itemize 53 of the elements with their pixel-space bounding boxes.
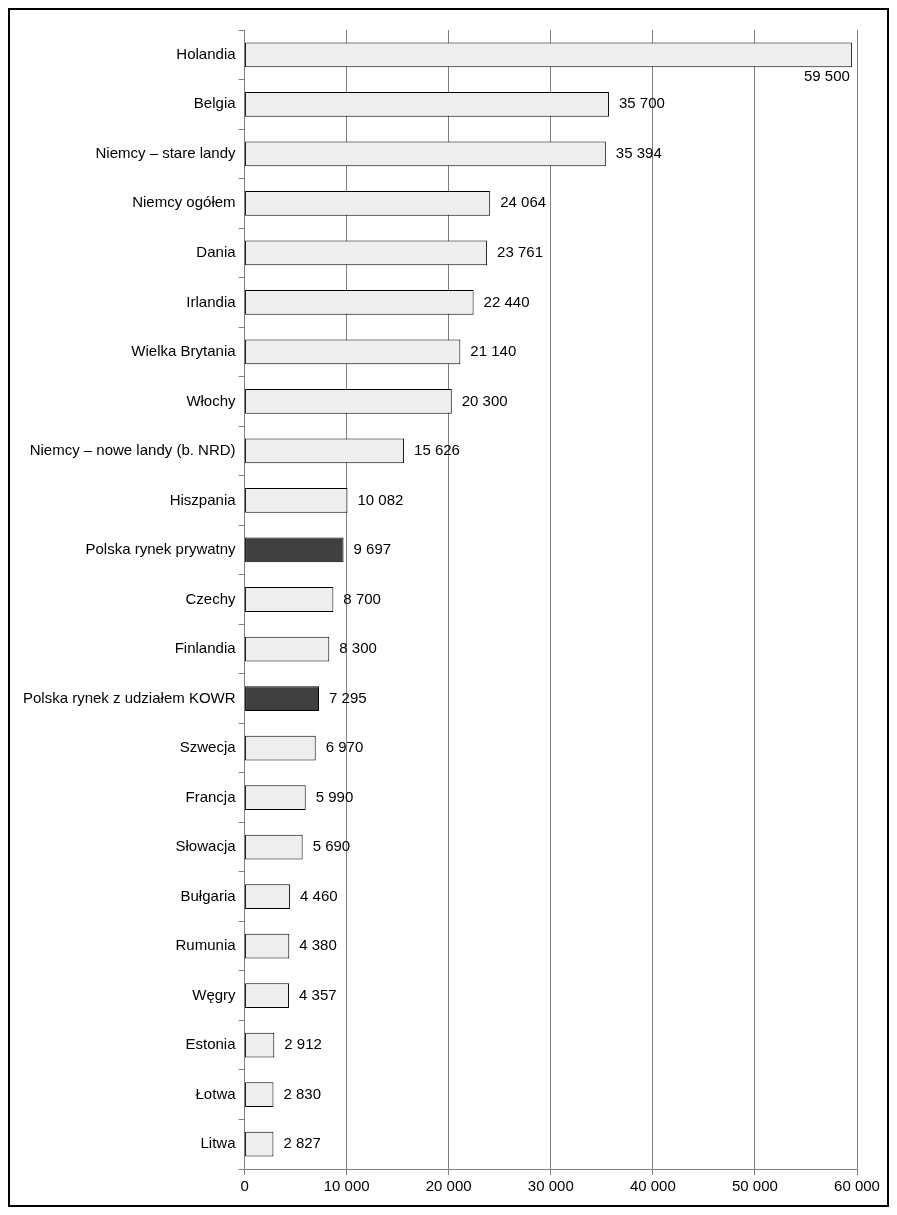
data-label: 5 690	[312, 837, 351, 855]
y-tick-label: Francja	[185, 787, 237, 805]
y-tick-label: Czechy	[185, 589, 237, 607]
x-tick-label: 50 000	[731, 1177, 778, 1195]
data-label: 21 140	[470, 342, 517, 360]
y-tick-label: Finlandia	[174, 639, 237, 657]
y-tick-label: Węgry	[192, 985, 237, 1003]
data-label: 23 761	[497, 242, 543, 260]
x-tick-label: 20 000	[425, 1177, 472, 1195]
data-label: 4 357	[299, 985, 337, 1003]
data-label: 8 700	[343, 589, 381, 607]
x-tick-label: 60 000	[834, 1177, 880, 1195]
data-label: 4 460	[300, 886, 338, 904]
y-tick-label: Hiszpania	[169, 490, 237, 508]
data-label: 59 500	[804, 66, 850, 84]
y-tick-label: Belgia	[193, 94, 237, 112]
data-label: 2 830	[283, 1084, 321, 1102]
data-label: 35 700	[618, 94, 665, 112]
data-label: 6 970	[325, 738, 364, 756]
y-tick-label: Rumunia	[175, 936, 237, 954]
data-label: 7 295	[329, 688, 367, 706]
data-label: 15 626	[414, 441, 460, 459]
y-tick-label: Polska rynek prywatny	[85, 540, 237, 558]
y-tick-label: Słowacja	[175, 837, 237, 855]
y-tick-label: Niemcy ogółem	[132, 193, 236, 211]
y-tick-label: Niemcy – stare landy	[95, 143, 237, 161]
data-label: 10 082	[357, 490, 404, 508]
data-label: 5 990	[315, 787, 354, 805]
y-tick-label: Dania	[196, 242, 237, 260]
y-tick-label: Włochy	[186, 391, 237, 409]
y-tick-label: Estonia	[185, 1035, 237, 1053]
data-label: 9 697	[353, 540, 392, 558]
x-tick-label: 30 000	[527, 1177, 574, 1195]
y-tick-label: Wielka Brytania	[131, 342, 237, 360]
data-label: 4 380	[299, 936, 337, 954]
y-tick-label: Szwecja	[179, 738, 237, 756]
data-label: 8 300	[339, 639, 377, 657]
y-tick-label: Bułgaria	[180, 886, 237, 904]
data-label: 2 827	[283, 1134, 321, 1152]
data-label: 20 300	[461, 391, 508, 409]
x-tick-label: 0	[240, 1177, 249, 1195]
y-tick-label: Niemcy – nowe landy (b. NRD)	[29, 441, 236, 459]
x-tick-label: 10 000	[323, 1177, 370, 1195]
data-label: 2 912	[284, 1035, 322, 1053]
data-label: 24 064	[500, 193, 547, 211]
y-tick-label: Litwa	[200, 1134, 237, 1152]
y-tick-label: Łotwa	[195, 1084, 237, 1102]
y-tick-label: Irlandia	[186, 292, 237, 310]
y-tick-label: Holandia	[176, 44, 237, 62]
data-label: 22 440	[483, 292, 530, 310]
data-label: 35 394	[615, 143, 662, 161]
y-tick-label: Polska rynek z udziałem KOWR	[22, 688, 236, 706]
x-tick-label: 40 000	[629, 1177, 676, 1195]
